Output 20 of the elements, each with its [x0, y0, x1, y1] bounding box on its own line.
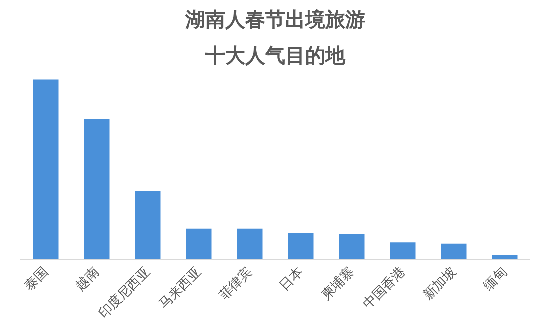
bar	[237, 228, 263, 260]
x-tick-label: 缅甸	[481, 265, 510, 294]
x-tick-label: 越南	[73, 265, 102, 294]
bar	[441, 244, 467, 260]
x-tick-label: 中国香港	[360, 265, 408, 313]
x-tick-label: 泰国	[22, 265, 52, 294]
bar	[390, 242, 416, 260]
bar	[84, 119, 110, 260]
bar	[135, 191, 161, 260]
bar	[186, 228, 212, 260]
x-tick-label: 日本	[277, 265, 306, 294]
bar	[288, 233, 314, 260]
bar	[339, 234, 365, 260]
x-tick-label: 新加坡	[421, 265, 460, 304]
chart-subtitle: 十大人气目的地	[204, 44, 346, 68]
chart-title: 湖南人春节出境旅游	[184, 8, 366, 32]
x-tick-label: 柬埔寨	[318, 264, 358, 304]
x-tick-label: 马来西亚	[156, 265, 204, 313]
x-tick-label: 菲律宾	[216, 264, 256, 304]
bar	[33, 80, 59, 260]
